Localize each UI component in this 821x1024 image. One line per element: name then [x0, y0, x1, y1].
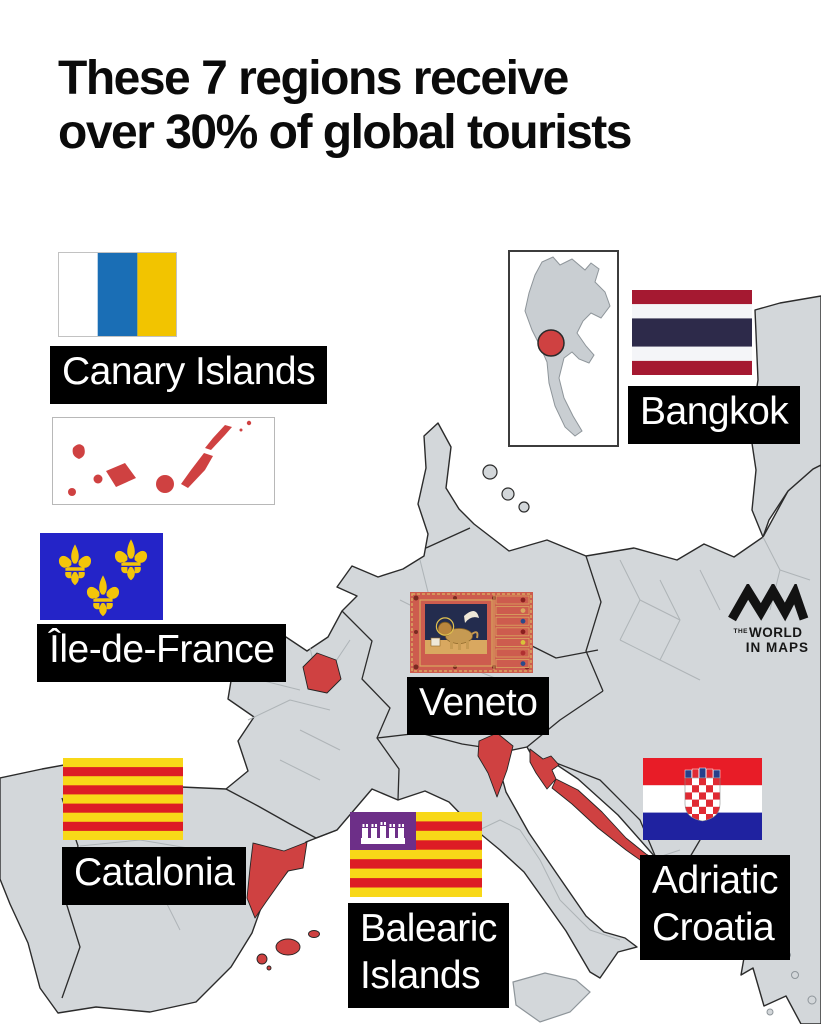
label-balearic-islands: Balearic Islands: [348, 903, 509, 1008]
label-text: Adriatic: [652, 859, 779, 902]
catalonia-flag: [63, 758, 183, 840]
croatian-coat-of-arms: [684, 767, 721, 822]
greek-island: [807, 995, 817, 1005]
highlight-balearic-islands: [256, 930, 320, 971]
label-text: Bangkok: [640, 390, 789, 433]
highlight-veneto: [477, 732, 514, 798]
veneto-flag: [410, 592, 533, 673]
danish-island: [518, 501, 530, 513]
canary-islands-shapes: [68, 420, 252, 496]
page-title: These 7 regions receive over 30% of glob…: [58, 52, 632, 160]
thailand-flag: [632, 290, 752, 375]
label-text: Balearic: [360, 907, 497, 950]
bangkok-marker: [537, 329, 565, 357]
highlighted-regions: [246, 652, 659, 971]
label-canary-islands: Canary Islands: [50, 346, 328, 404]
world-in-maps-mark-icon: [728, 584, 809, 622]
lion-of-st-mark-icon: [430, 610, 479, 650]
logo-text-line-2: IN MAPS: [745, 639, 809, 655]
croatia-flag: [643, 758, 762, 840]
label-text: Veneto: [419, 681, 538, 724]
label-text: Croatia: [652, 905, 775, 949]
label-text: Canary Islands: [62, 350, 316, 393]
world-in-maps-logo: THEWORLD IN MAPS: [718, 584, 818, 656]
canary-islands-inset-map: [52, 417, 275, 505]
thailand-silhouette: [524, 256, 611, 437]
label-text: Île-de-France: [49, 628, 275, 671]
canary-islands-flag: [58, 252, 177, 337]
label-adriatic-croatia: Adriatic Croatia: [640, 855, 791, 960]
logo-world: WORLD: [749, 625, 803, 640]
title-line-1: These 7 regions receive: [58, 52, 569, 105]
greek-island: [766, 1008, 774, 1016]
castle-icon: [361, 822, 405, 844]
highlight-catalonia: [246, 841, 308, 919]
thailand-inset-map: [508, 250, 619, 447]
sicily-island: [512, 972, 591, 1023]
danish-island: [501, 487, 515, 501]
logo-the: THE: [733, 628, 748, 635]
label-veneto: Veneto: [407, 677, 550, 735]
label-text: Catalonia: [74, 851, 235, 894]
logo-text-line-1: THEWORLD: [733, 625, 803, 641]
flag-tails: [495, 595, 530, 668]
label-text: Islands: [360, 953, 481, 997]
greek-island: [791, 971, 799, 979]
label-catalonia: Catalonia: [62, 847, 247, 905]
danish-island: [482, 464, 498, 480]
ile-de-france-flag: [40, 533, 163, 620]
label-ile-de-france: Île-de-France: [37, 624, 287, 682]
crown-shields: [684, 767, 721, 779]
thailand-shape: [524, 256, 611, 437]
title-line-2: over 30% of global tourists: [58, 106, 632, 160]
balearic-islands-flag: [350, 812, 482, 897]
highlight-ile-de-france: [302, 652, 342, 694]
label-bangkok: Bangkok: [628, 386, 801, 444]
